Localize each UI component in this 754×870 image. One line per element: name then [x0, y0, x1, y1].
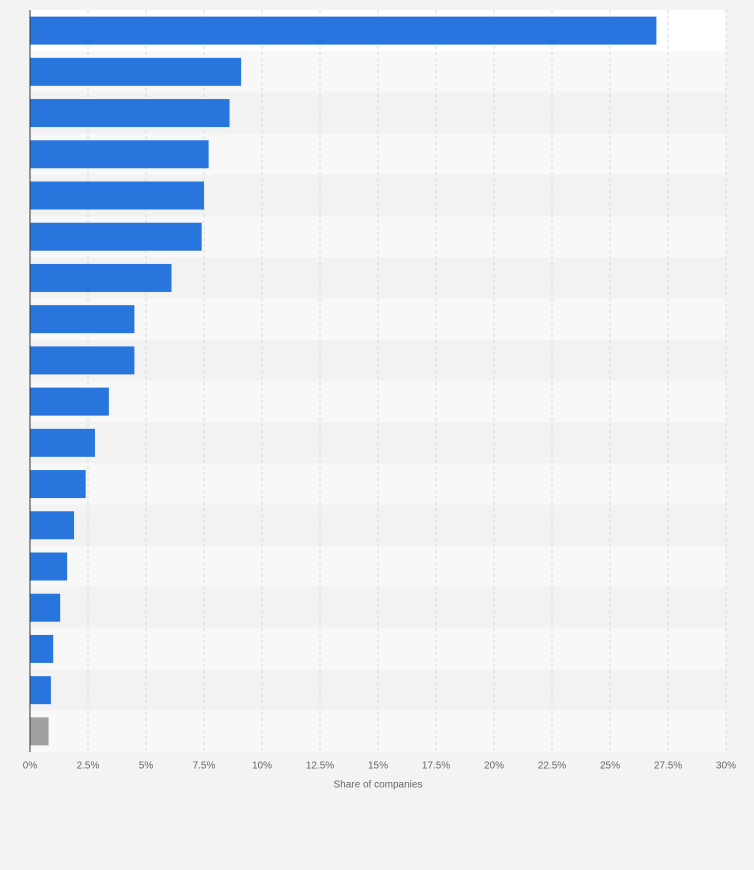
bar [30, 552, 68, 581]
x-tick-label: 10% [252, 761, 272, 772]
bar [30, 387, 109, 416]
x-tick-label: 27.5% [654, 761, 682, 772]
x-tick-label: 7.5% [193, 761, 216, 772]
bar [30, 99, 230, 128]
x-tick-label: 0% [23, 761, 38, 772]
bar [30, 222, 202, 251]
bar [30, 346, 135, 375]
bar [30, 140, 209, 169]
x-tick-label: 17.5% [422, 761, 450, 772]
x-tick-label: 22.5% [538, 761, 566, 772]
x-axis-label: Share of companies [334, 780, 423, 791]
x-tick-label: 5% [139, 761, 154, 772]
bar [30, 676, 51, 705]
bar [30, 511, 75, 540]
bar [30, 57, 242, 86]
bar [30, 305, 135, 334]
x-tick-label: 12.5% [306, 761, 334, 772]
bar [30, 428, 95, 457]
bar [30, 470, 86, 499]
x-tick-label: 15% [368, 761, 388, 772]
bar [30, 593, 61, 622]
bar [30, 16, 657, 45]
x-tick-label: 30% [716, 761, 736, 772]
x-tick-label: 20% [484, 761, 504, 772]
bar [30, 181, 204, 210]
bar [30, 634, 54, 663]
x-tick-label: 25% [600, 761, 620, 772]
bar [30, 263, 172, 292]
x-tick-label: 2.5% [77, 761, 100, 772]
bar [30, 717, 49, 746]
